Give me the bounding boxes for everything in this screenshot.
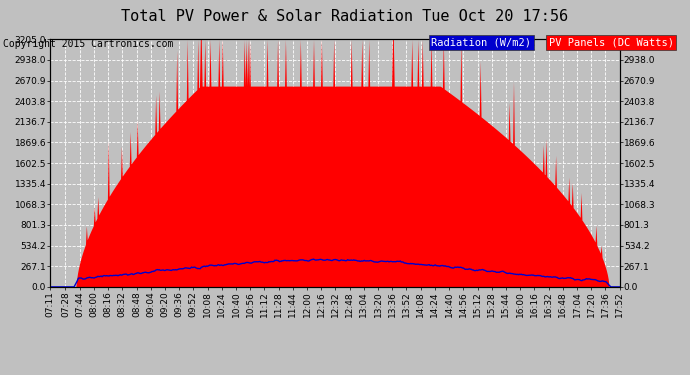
Text: PV Panels (DC Watts): PV Panels (DC Watts)	[549, 38, 673, 48]
Text: Radiation (W/m2): Radiation (W/m2)	[431, 38, 531, 48]
Text: Copyright 2015 Cartronics.com: Copyright 2015 Cartronics.com	[3, 39, 174, 50]
Text: Total PV Power & Solar Radiation Tue Oct 20 17:56: Total PV Power & Solar Radiation Tue Oct…	[121, 9, 569, 24]
